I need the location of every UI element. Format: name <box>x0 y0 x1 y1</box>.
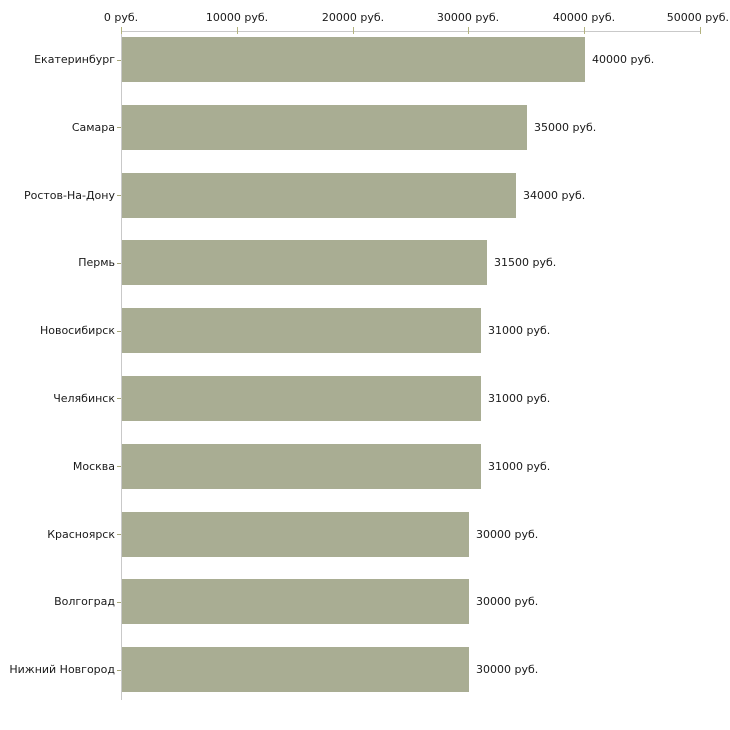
y-axis-line <box>121 31 122 700</box>
category-label: Челябинск <box>53 392 115 405</box>
bar <box>122 647 469 692</box>
bar <box>122 105 527 150</box>
bar <box>122 308 481 353</box>
category-tick-mark <box>117 195 121 196</box>
x-axis-tick-mark <box>237 27 238 34</box>
category-tick-mark <box>117 60 121 61</box>
bar-value-label: 31500 руб. <box>494 256 557 269</box>
bar <box>122 376 481 421</box>
category-tick-mark <box>117 263 121 264</box>
category-label: Пермь <box>78 256 115 269</box>
category-tick-mark <box>117 398 121 399</box>
category-label: Нижний Новгород <box>9 663 115 676</box>
bar <box>122 512 469 557</box>
bar-value-label: 40000 руб. <box>592 53 655 66</box>
x-axis-line <box>121 31 701 32</box>
bar-value-label: 30000 руб. <box>476 595 539 608</box>
category-label: Волгоград <box>54 595 115 608</box>
bar-value-label: 31000 руб. <box>488 460 551 473</box>
bar-value-label: 35000 руб. <box>534 121 597 134</box>
x-axis-tick-mark <box>700 27 701 34</box>
category-label: Екатеринбург <box>34 53 115 66</box>
x-axis-tick-label: 40000 руб. <box>552 11 616 24</box>
bar <box>122 173 516 218</box>
bar-value-label: 30000 руб. <box>476 663 539 676</box>
category-tick-mark <box>117 534 121 535</box>
category-tick-mark <box>117 127 121 128</box>
category-tick-mark <box>117 331 121 332</box>
x-axis-tick-label: 50000 руб. <box>666 11 729 24</box>
bar <box>122 444 481 489</box>
bar <box>122 240 487 285</box>
x-axis-tick-mark <box>353 27 354 34</box>
category-label: Самара <box>71 121 115 134</box>
x-axis-tick-label: 10000 руб. <box>205 11 269 24</box>
x-axis-tick-mark <box>468 27 469 34</box>
x-axis-tick-label: 20000 руб. <box>321 11 385 24</box>
category-label: Ростов-На-Дону <box>23 189 115 202</box>
bar <box>122 579 469 624</box>
category-label: Новосибирск <box>39 324 115 337</box>
bar-value-label: 31000 руб. <box>488 324 551 337</box>
bar-value-label: 34000 руб. <box>523 189 586 202</box>
bar <box>122 37 585 82</box>
x-axis-tick-mark <box>584 27 585 34</box>
category-label: Москва <box>72 460 115 473</box>
category-tick-mark <box>117 670 121 671</box>
category-tick-mark <box>117 602 121 603</box>
x-axis-tick-label: 30000 руб. <box>436 11 500 24</box>
x-axis-tick-mark <box>121 27 122 34</box>
bar-value-label: 30000 руб. <box>476 528 539 541</box>
x-axis-tick-label: 0 руб. <box>103 11 139 24</box>
bar-value-label: 31000 руб. <box>488 392 551 405</box>
category-label: Красноярск <box>47 528 115 541</box>
category-tick-mark <box>117 466 121 467</box>
